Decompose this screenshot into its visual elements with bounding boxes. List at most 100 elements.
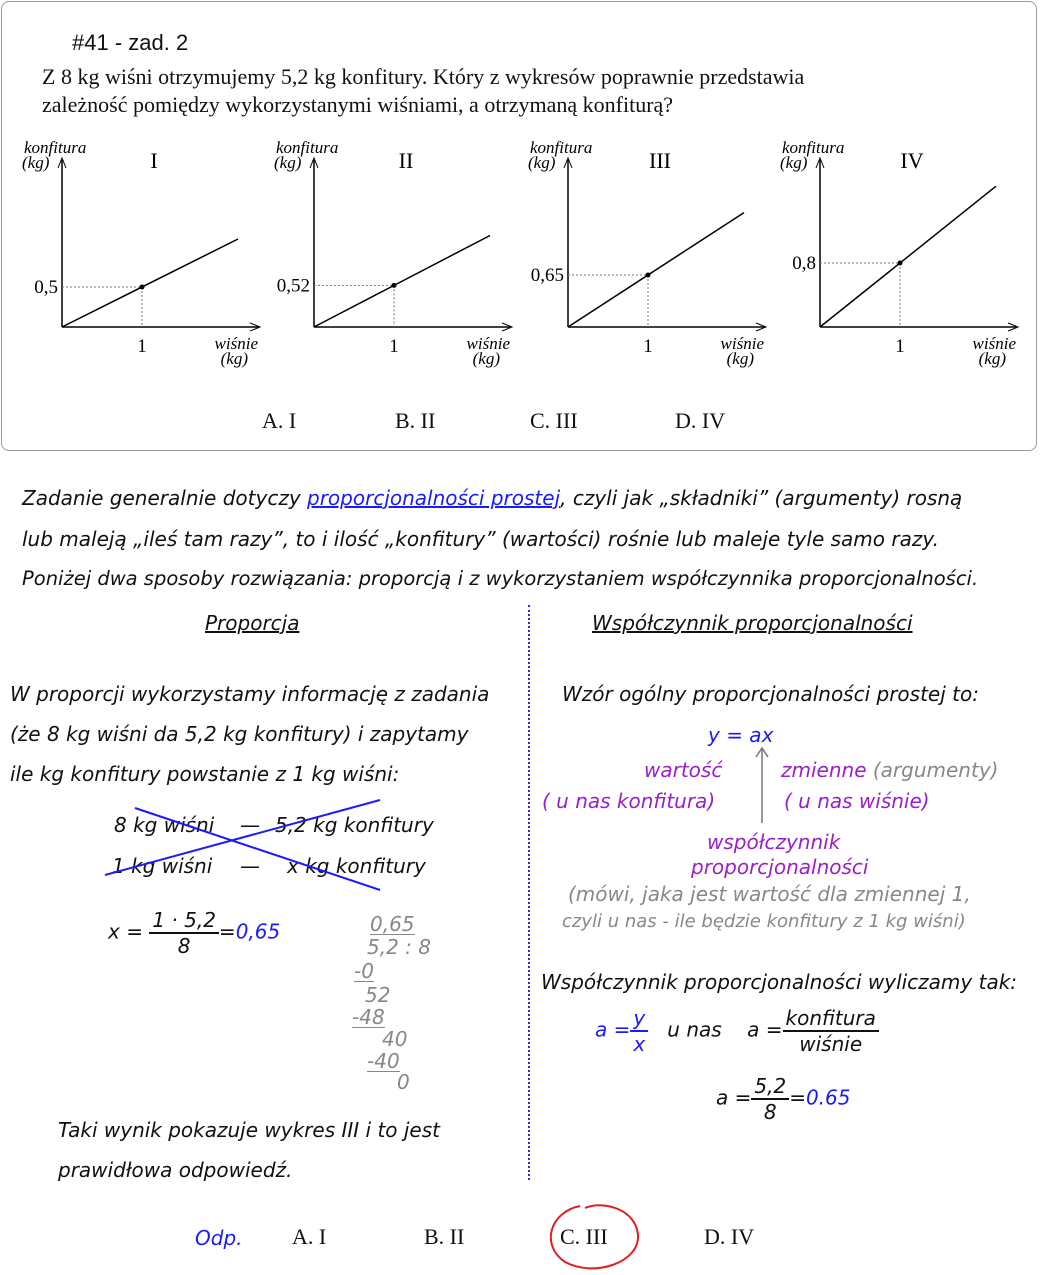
graph-point [897, 260, 903, 266]
answer-option-3[interactable]: D. IV [704, 1224, 755, 1249]
y-axis-arrow-icon [57, 156, 67, 169]
graph-label: II [399, 148, 414, 173]
coef-formula: a = y x u nas a = konfitura wiśnie [595, 1006, 879, 1056]
graph-line [313, 234, 491, 328]
right-title: Współczynnik proporcjonalności [592, 611, 913, 635]
division-step: -0 [354, 959, 374, 983]
label-wartosc: wartość [644, 758, 723, 782]
problem-box [1, 1, 1037, 451]
graphs: I0,51konfitura(kg)wiśnie(kg)II0,521konfi… [22, 138, 1020, 368]
graph-line [819, 185, 997, 328]
problem-text-2: zależność pomiędzy wykorzystanymi wiśnia… [42, 92, 674, 117]
proportion-r1b: 5,2 kg konfitury [275, 813, 434, 837]
right-text: Współczynnik proporcjonalności wyliczamy… [541, 970, 1018, 994]
option-3[interactable]: D. IV [675, 408, 726, 433]
coef-calc: a = 5,2 8 =0.65 [716, 1074, 851, 1124]
y-tick: 0,8 [792, 253, 816, 274]
left-text: (że 8 kg wiśni da 5,2 kg konfitury) i za… [10, 722, 469, 746]
left-title: Proporcja [205, 611, 300, 635]
x-label: wiśnie [973, 334, 1017, 353]
y-label-unit: (kg) [780, 153, 808, 172]
x-label-unit: (kg) [473, 349, 501, 368]
answer-label: Odp. [195, 1226, 243, 1250]
x-tick: 1 [389, 336, 399, 357]
division-step: 52 [365, 983, 391, 1007]
intro-line-1: Zadanie generalnie dotyczy proporcjonaln… [22, 486, 963, 510]
option-1[interactable]: B. II [395, 408, 436, 433]
x-axis-arrow-icon [501, 322, 514, 332]
y-label: konfitura [782, 138, 844, 157]
x-label: wiśnie [215, 334, 259, 353]
intro-line-3: Poniżej dwa sposoby rozwiązania: proporc… [22, 567, 979, 590]
y-axis-arrow-icon [815, 156, 825, 169]
label-wartosc-2: ( u nas konfitura) [542, 789, 716, 813]
x-axis-arrow-icon [755, 322, 768, 332]
answer-option-0[interactable]: A. I [292, 1224, 327, 1249]
y-axis-arrow-icon [309, 156, 319, 169]
x-label: wiśnie [467, 334, 511, 353]
x-label-unit: (kg) [979, 349, 1007, 368]
cross-lines [104, 799, 381, 891]
dash: — [240, 854, 260, 878]
y-label: konfitura [276, 138, 338, 157]
x-axis-arrow-icon [249, 322, 262, 332]
option-2[interactable]: C. III [530, 408, 578, 433]
division-step: 5,2 : 8 [367, 935, 431, 959]
y-tick: 0,52 [277, 275, 310, 296]
option-0[interactable]: A. I [262, 408, 297, 433]
graph-label: III [649, 148, 671, 173]
conclusion: prawidłowa odpowiedź. [58, 1158, 293, 1182]
arrow-up-icon [755, 746, 769, 823]
x-label-unit: (kg) [727, 349, 755, 368]
x-tick: 1 [895, 336, 905, 357]
x-label-unit: (kg) [221, 349, 249, 368]
note-1: (mówi, jaka jest wartość dla zmiennej 1, [568, 882, 971, 906]
y-label-unit: (kg) [528, 153, 556, 172]
y-label-unit: (kg) [274, 153, 302, 172]
y-label: konfitura [24, 138, 86, 157]
note-2: czyli u nas - ile będzie konfitury z 1 k… [562, 911, 966, 932]
graph-label: I [150, 148, 157, 173]
graph-point [645, 272, 651, 278]
answer-option-2[interactable]: C. III [560, 1224, 608, 1249]
formula: y = ax [708, 723, 774, 747]
graph-line [61, 238, 239, 328]
problem-number: #41 - zad. 2 [72, 30, 189, 55]
division-step: 0,65 [370, 912, 415, 936]
y-axis-arrow-icon [563, 156, 573, 169]
graph-point [139, 284, 145, 290]
x-tick: 1 [137, 336, 147, 357]
y-tick: 0,5 [34, 277, 58, 298]
graph-line [567, 211, 745, 328]
y-label-unit: (kg) [22, 153, 50, 172]
division-step: -48 [352, 1005, 385, 1029]
y-label: konfitura [530, 138, 592, 157]
dash: — [240, 813, 260, 837]
answer-circle [549, 1204, 640, 1270]
graph-point [391, 282, 397, 288]
conclusion: Taki wynik pokazuje wykres III i to jest [58, 1118, 441, 1142]
equation: x = 1 · 5,2 8 =0,65 [108, 908, 281, 958]
division-step: -40 [367, 1049, 400, 1073]
division-step: 0 [397, 1070, 410, 1094]
left-text: ile kg konfitury powstanie z 1 kg wiśni: [10, 762, 400, 786]
division-step: 40 [382, 1027, 408, 1051]
y-tick: 0,65 [531, 265, 564, 286]
x-tick: 1 [643, 336, 653, 357]
divider [528, 605, 530, 1180]
answer-option-1[interactable]: B. II [424, 1224, 465, 1249]
label-zmienne: zmienne [781, 758, 867, 782]
link-proporcjonalnosc[interactable]: proporcjonalności prostej [307, 486, 561, 510]
label-wspolczynnik-2: proporcjonalności [691, 855, 869, 879]
proportion-r2a: 1 kg wiśni [112, 854, 213, 878]
right-text: Wzór ogólny proporcjonalności prostej to… [562, 682, 979, 706]
x-axis-arrow-icon [1007, 322, 1020, 332]
label-argumenty: (argumenty) [872, 758, 999, 782]
label-zmienne-2: ( u nas wiśnie) [784, 789, 930, 813]
graph-label: IV [900, 148, 923, 173]
problem-text-1: Z 8 kg wiśni otrzymujemy 5,2 kg konfitur… [42, 64, 805, 89]
x-label: wiśnie [721, 334, 765, 353]
intro-line-2: lub maleją „ileś tam razy”, to i ilość „… [22, 527, 939, 551]
left-text: W proporcji wykorzystamy informację z za… [10, 682, 490, 706]
label-wspolczynnik: współczynnik [707, 830, 841, 854]
